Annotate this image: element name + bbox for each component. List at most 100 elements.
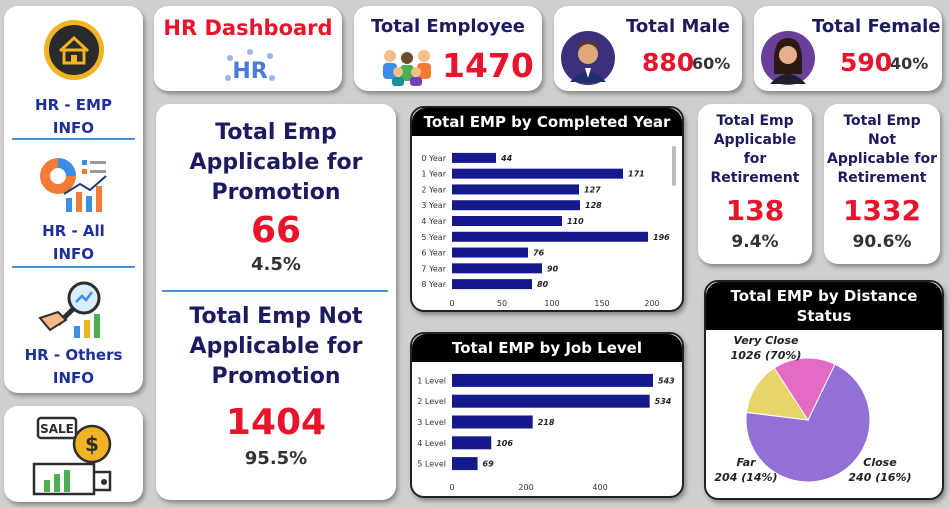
bar: [452, 247, 528, 258]
kpi-total-male: Total Male 880 60%: [554, 6, 742, 91]
promotion-card: Total Emp Applicable for Promotion 66 4.…: [156, 104, 396, 500]
retirement-not-applicable-value: 1332: [843, 194, 921, 227]
label-line: Retirement: [837, 170, 927, 186]
data-label: 127: [584, 185, 601, 194]
retirement-applicable-label: Total Emp Applicable for Retirement: [698, 112, 812, 188]
sidebar-divider: [12, 266, 135, 268]
bar: [452, 457, 478, 471]
pie-category-label: Very Close: [733, 334, 799, 347]
y-tick-label: 2 Level: [417, 397, 446, 406]
label-line: Total Emp: [215, 120, 337, 145]
kpi-label: Total Female: [812, 16, 941, 37]
chart-completed-year: 0 Year 44 1 Year 171 2 Year 127 3 Year 128 4 Yea…: [421, 152, 670, 308]
data-label: 171: [628, 170, 645, 179]
chart-completed-year-card: Total EMP by Completed Year 0 Year 44 1 Ye…: [410, 106, 684, 312]
pie-slice: [773, 357, 836, 422]
bar: [452, 168, 623, 179]
sidebar-item-label: HR - EMP: [35, 96, 112, 114]
sidebar-divider: [12, 138, 135, 140]
label-line: Total Emp Not: [189, 304, 363, 329]
kpi-value: 880: [642, 48, 695, 77]
retirement-applicable-percent: 9.4%: [731, 232, 779, 252]
chart-distance-status: Very Close 1026 (70%) Far 204 (14%) Close 240…: [714, 334, 911, 484]
y-tick-label: 3 Year: [421, 201, 446, 210]
label-line: Applicable for: [189, 150, 363, 175]
chart-title-text: Total EMP by Distance Status: [730, 287, 918, 325]
sidebar-item-label: HR - All: [42, 222, 105, 240]
data-label: 218: [538, 418, 555, 427]
retirement-not-applicable-label: Total Emp Not Applicable for Retirement: [824, 112, 940, 188]
kpi-total-employee: Total Employee 1470: [354, 6, 542, 91]
pie-value-label: 240 (16%): [848, 471, 911, 484]
pie-category-label: Close: [863, 456, 897, 469]
data-label: 90: [547, 264, 559, 273]
y-tick-label: 8 Year: [421, 280, 446, 289]
y-tick-label: 5 Year: [421, 233, 446, 242]
kpi-value: 1470: [442, 46, 534, 85]
bar: [452, 200, 580, 211]
label-line: Total Emp: [843, 113, 921, 129]
kpi-label: Total Male: [626, 16, 730, 37]
bar: [452, 394, 650, 408]
page-title: HR Dashboard: [163, 16, 333, 40]
y-tick-label: 3 Level: [417, 418, 446, 427]
bar: [452, 184, 579, 195]
sidebar-item-hr-emp-info[interactable]: HR - EMP INFO: [4, 14, 143, 138]
retirement-applicable-card: Total Emp Applicable for Retirement 138 …: [698, 104, 812, 264]
pie-value-label: 204 (14%): [714, 471, 777, 484]
sidebar-item-hr-all-info[interactable]: HR - All INFO: [4, 154, 143, 264]
data-label: 44: [500, 154, 513, 163]
data-label: 534: [655, 397, 672, 406]
y-tick-label: 4 Level: [417, 439, 446, 448]
promotion-divider: [162, 290, 388, 292]
y-tick-label: 5 Level: [417, 460, 446, 469]
bar: [452, 216, 562, 226]
pie-slice: [745, 367, 810, 421]
data-label: 128: [585, 201, 602, 210]
label-line: Retirement: [710, 170, 800, 186]
data-label: 69: [483, 460, 495, 469]
dashboard-title-card: HR Dashboard HR: [154, 6, 342, 91]
label-line: Promotion: [211, 364, 341, 389]
label-line: Applicable for: [189, 334, 363, 359]
female-avatar: [760, 30, 816, 86]
y-tick-label: 0 Year: [421, 154, 446, 163]
chart-scrollbar[interactable]: [672, 146, 676, 186]
promotion-not-applicable-label: Total Emp Not Applicable for Promotion: [156, 302, 396, 392]
y-tick-label: 7 Year: [421, 264, 446, 273]
sidebar-item-label: INFO: [52, 119, 95, 137]
hr-logo: HR: [222, 46, 278, 88]
bar: [452, 279, 532, 290]
y-tick-label: 1 Level: [417, 376, 446, 385]
sidebar-item-label: INFO: [52, 369, 95, 387]
pie-slice: [745, 363, 871, 483]
bar: [452, 231, 648, 242]
x-tick-label: 150: [594, 299, 609, 308]
retirement-applicable-value: 138: [725, 194, 785, 227]
bar: [452, 415, 533, 429]
sidebar-nav: HR - EMP INFO HR - All INFO: [4, 6, 143, 393]
promotion-applicable-value: 66: [250, 210, 302, 251]
x-tick-label: 50: [497, 299, 507, 308]
sidebar-item-hr-others-info[interactable]: HR - Others INFO: [4, 278, 143, 388]
x-tick-label: 400: [592, 483, 607, 492]
label-line: Promotion: [211, 180, 341, 205]
label-line: Not: [867, 132, 897, 148]
x-tick-label: 200: [518, 483, 533, 492]
x-tick-label: 200: [644, 299, 659, 308]
data-label: 76: [533, 249, 545, 258]
bar: [452, 263, 542, 274]
data-label: 196: [653, 233, 670, 242]
y-tick-label: 1 Year: [421, 170, 446, 179]
chart-job-level: 1 Level 543 2 Level 534 3 Level 218 4 Level 106…: [417, 373, 675, 492]
promotion-applicable-percent: 4.5%: [251, 254, 301, 275]
data-label: 106: [496, 439, 513, 448]
x-tick-label: 0: [449, 299, 454, 308]
label-line: Total Emp: [716, 113, 794, 129]
chart-title: Total EMP by Distance Status: [706, 282, 942, 330]
bar: [452, 436, 492, 450]
sale-icon-card[interactable]: SALE $: [4, 406, 143, 502]
x-tick-label: 0: [449, 483, 454, 492]
magnifier-chart-icon: [36, 278, 112, 342]
pie-category-label: Far: [736, 456, 756, 469]
